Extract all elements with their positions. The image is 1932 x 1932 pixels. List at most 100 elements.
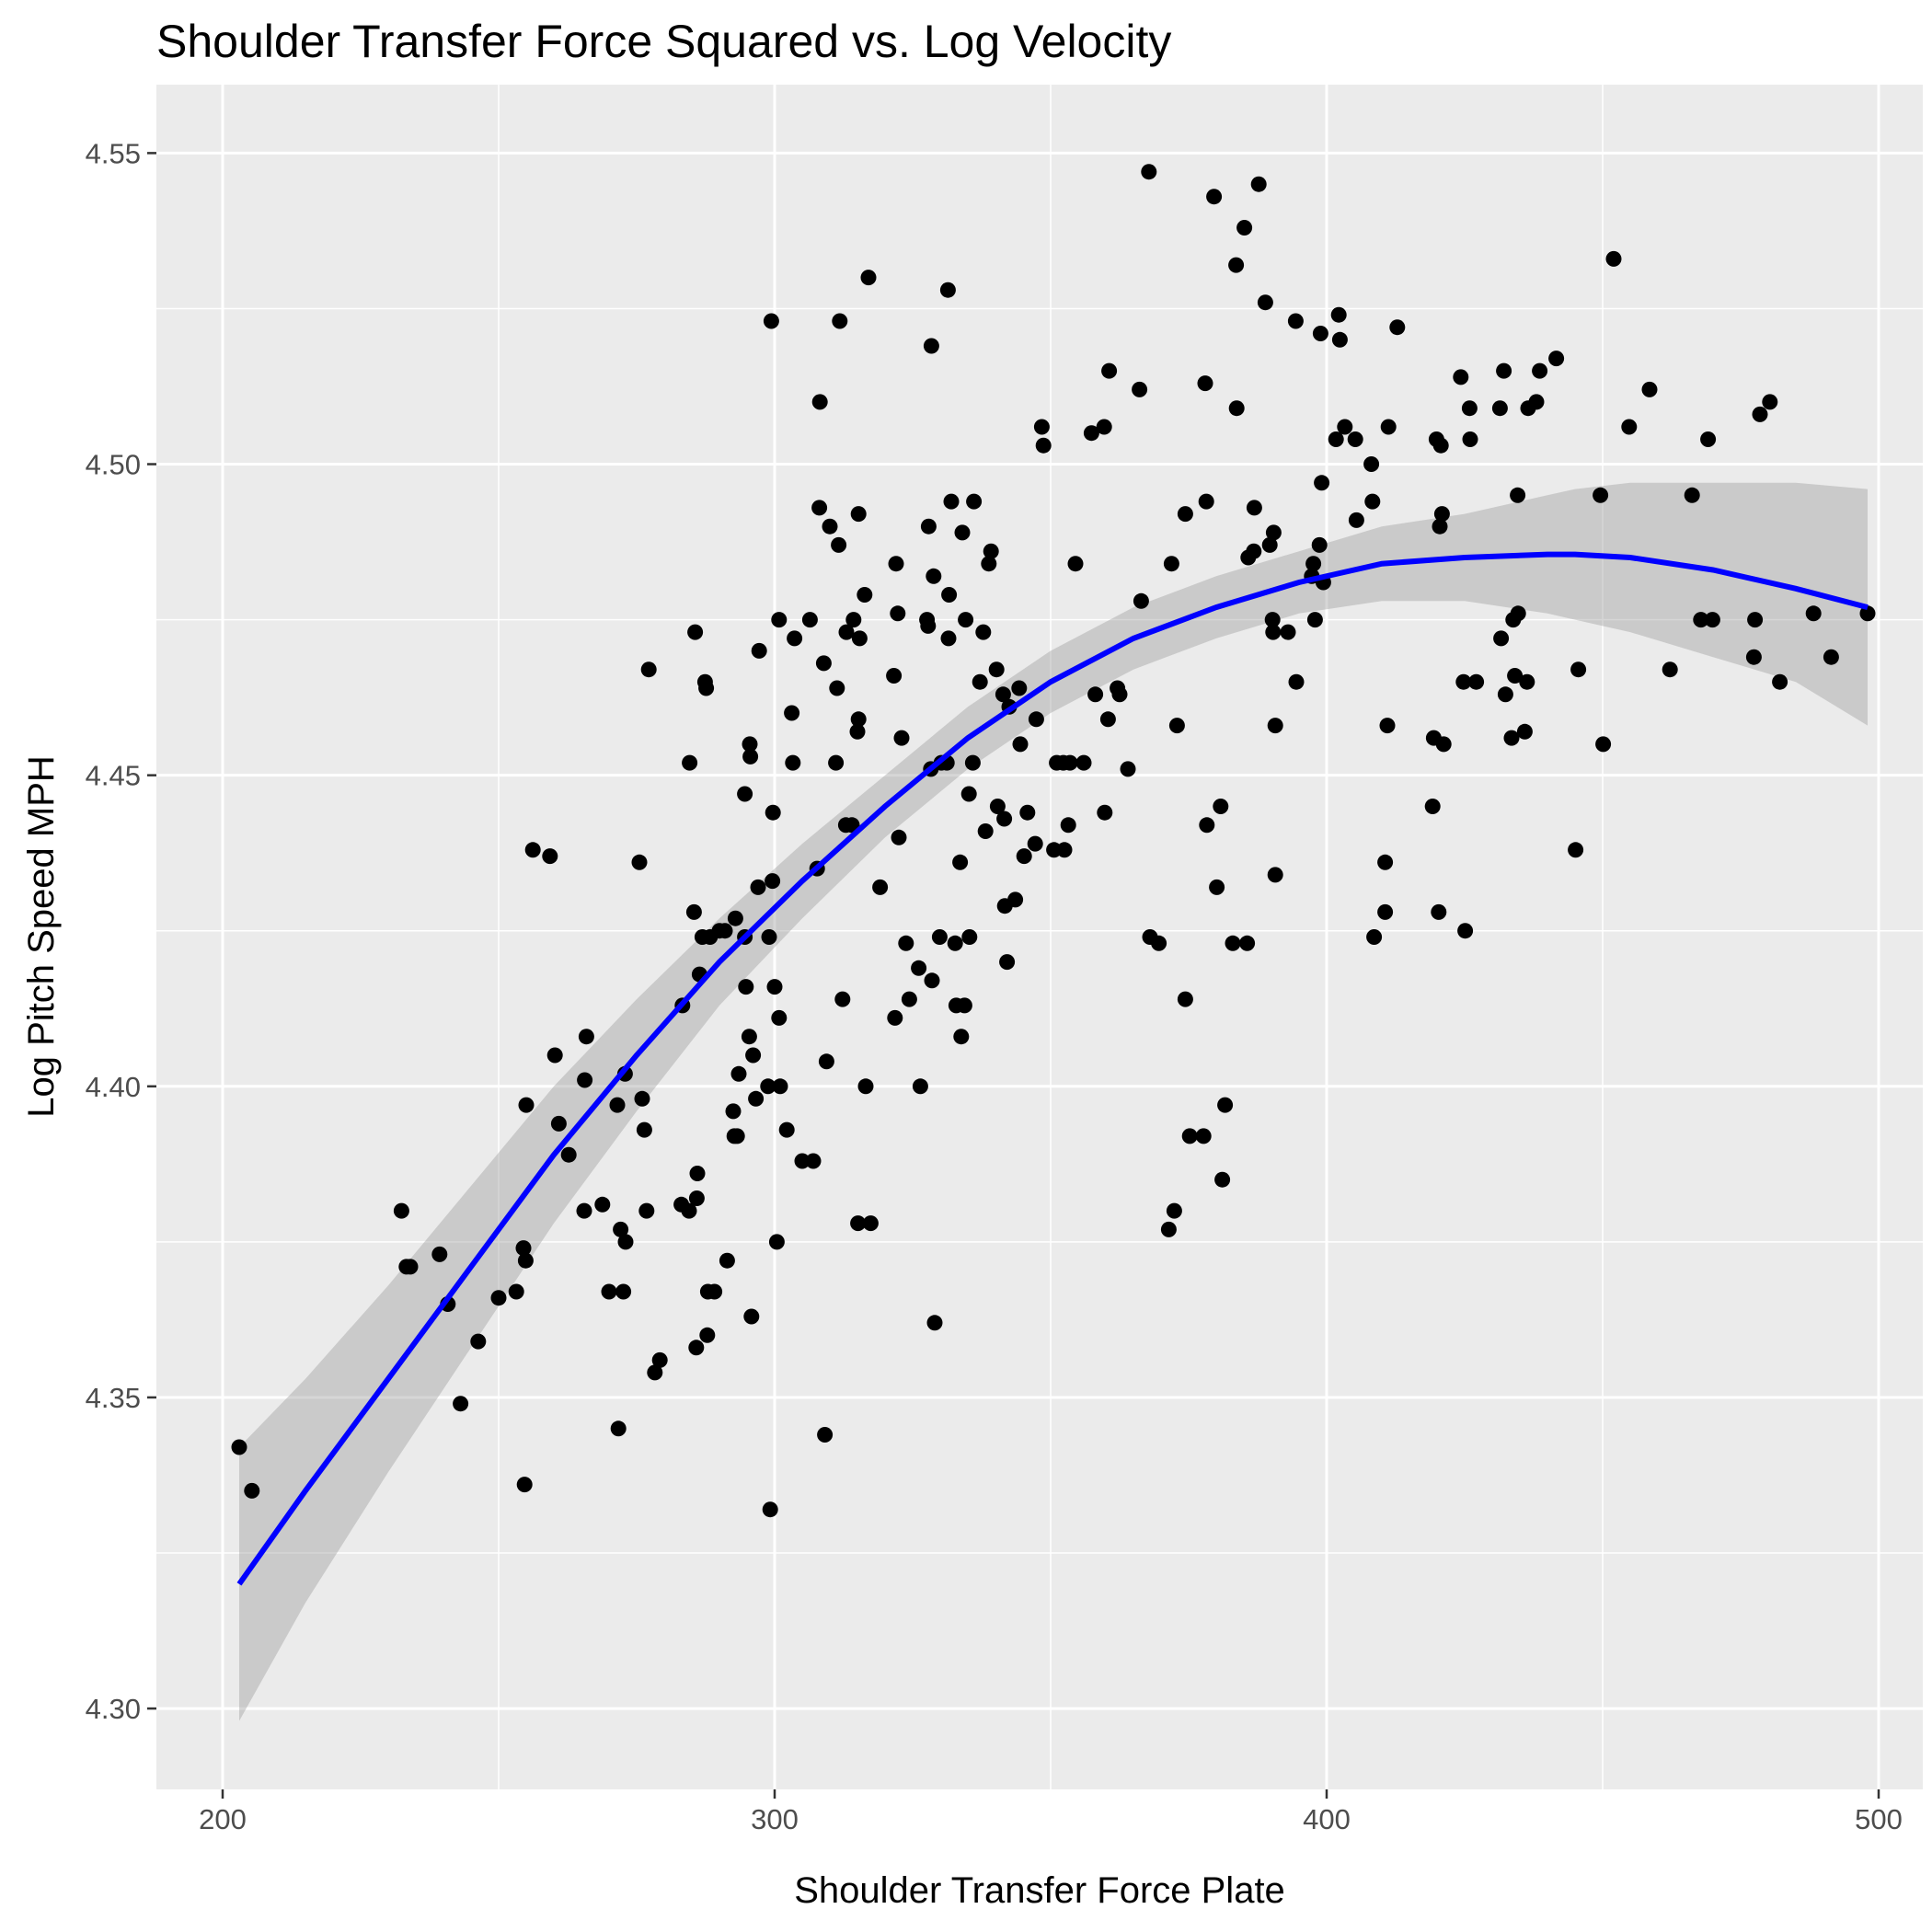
data-point — [1062, 754, 1078, 771]
data-point — [518, 1097, 535, 1113]
data-point — [610, 1420, 627, 1437]
data-point — [1693, 612, 1709, 628]
data-point — [1141, 164, 1157, 180]
data-point — [1261, 536, 1278, 553]
data-point — [1213, 799, 1229, 814]
data-point — [615, 1283, 632, 1300]
data-point — [862, 1215, 879, 1232]
grid-lines — [156, 85, 1923, 1789]
data-point — [940, 630, 957, 647]
x-tick-label: 300 — [751, 1803, 799, 1835]
data-point — [1621, 419, 1638, 435]
data-point — [1209, 879, 1225, 895]
data-point — [1516, 723, 1533, 740]
data-point — [1641, 381, 1658, 397]
data-point — [972, 673, 988, 690]
data-point — [1264, 612, 1281, 628]
data-point — [1163, 556, 1179, 572]
data-point — [738, 979, 754, 995]
x-tick-label: 500 — [1855, 1803, 1903, 1835]
data-point — [1314, 475, 1330, 491]
data-point — [811, 394, 828, 410]
data-point — [1805, 605, 1822, 622]
data-point — [1548, 351, 1565, 367]
data-point — [688, 1190, 705, 1206]
data-point — [1056, 842, 1073, 858]
data-point — [961, 929, 978, 945]
data-point — [745, 1047, 762, 1064]
x-tick-label: 400 — [1303, 1803, 1351, 1835]
data-point — [750, 879, 766, 895]
data-point — [1570, 661, 1587, 678]
data-point — [1595, 736, 1612, 753]
fit-line — [236, 551, 1869, 1586]
data-point — [977, 823, 994, 839]
data-point — [431, 1246, 448, 1262]
data-point — [920, 617, 937, 634]
data-point — [1497, 686, 1513, 703]
data-point — [687, 624, 704, 640]
data-point — [1330, 306, 1347, 323]
data-point — [771, 1009, 788, 1026]
data-point — [609, 1097, 626, 1113]
data-point — [981, 556, 997, 572]
data-point — [768, 1234, 785, 1250]
data-point — [1236, 220, 1253, 236]
data-point — [1823, 649, 1839, 665]
data-point — [1510, 487, 1526, 503]
data-point — [1306, 612, 1323, 628]
data-point — [515, 1240, 532, 1257]
data-point — [737, 786, 753, 802]
data-point — [762, 1501, 778, 1518]
data-point — [1496, 362, 1512, 379]
data-point — [901, 991, 917, 1007]
data-point — [766, 979, 783, 995]
data-points — [231, 164, 1876, 1518]
data-point — [1532, 362, 1548, 379]
y-tick-label: 4.35 — [86, 1382, 141, 1414]
data-point — [1132, 381, 1148, 397]
data-point — [751, 642, 767, 659]
data-point — [801, 612, 818, 628]
data-point — [818, 1053, 834, 1070]
data-point — [647, 1364, 663, 1381]
data-point — [947, 935, 963, 951]
data-point — [1160, 1221, 1177, 1237]
data-point — [1198, 493, 1214, 510]
data-point — [912, 1078, 928, 1095]
data-point — [1011, 680, 1028, 696]
data-point — [849, 723, 866, 740]
data-point — [651, 1351, 668, 1368]
data-point — [1433, 506, 1450, 523]
data-point — [1519, 673, 1535, 690]
x-tick-label: 200 — [199, 1803, 247, 1835]
data-point — [1568, 842, 1584, 858]
confidence-band-layer — [239, 482, 1868, 1721]
data-point — [578, 1029, 594, 1045]
data-point — [1528, 394, 1545, 410]
data-point — [1461, 400, 1478, 417]
data-point — [1151, 935, 1167, 951]
data-point — [1377, 854, 1394, 870]
data-point — [1166, 1202, 1182, 1219]
data-point — [966, 493, 983, 510]
data-point — [1075, 754, 1092, 771]
data-point — [1331, 331, 1348, 348]
data-point — [844, 817, 860, 834]
data-point — [244, 1482, 260, 1499]
data-point — [1363, 456, 1380, 472]
data-point — [1328, 431, 1344, 447]
data-point — [794, 1153, 811, 1169]
data-point — [1250, 176, 1267, 192]
data-point — [952, 854, 969, 870]
data-point — [850, 711, 867, 728]
data-point — [688, 1340, 705, 1356]
data-point — [778, 1121, 795, 1138]
data-point — [811, 500, 828, 516]
data-point — [550, 1115, 567, 1132]
data-point — [470, 1333, 487, 1350]
data-point — [1265, 524, 1282, 541]
data-point — [689, 1166, 706, 1181]
y-axis-title: Log Pitch Speed MPH — [21, 755, 62, 1118]
